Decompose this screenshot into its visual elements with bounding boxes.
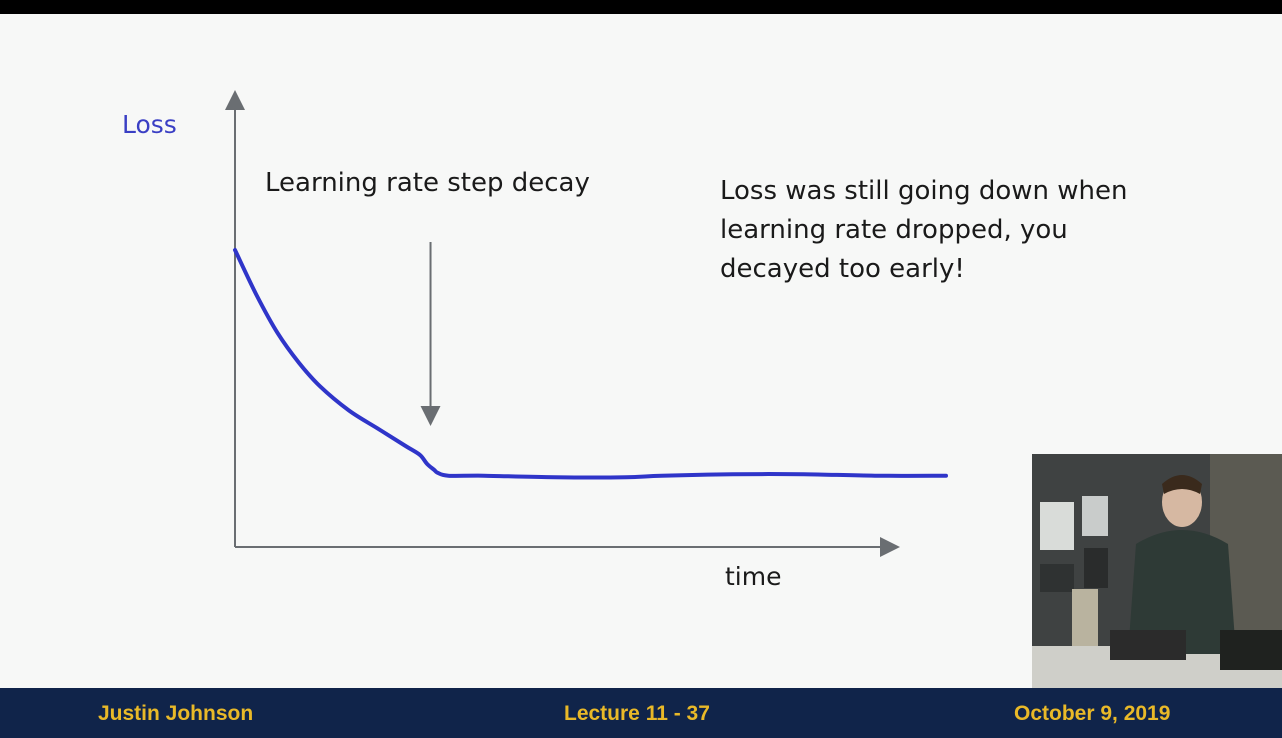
- footer-date: October 9, 2019: [1014, 702, 1171, 725]
- slide-footer: Justin Johnson Lecture 11 - 37 October 9…: [0, 688, 1282, 738]
- speaker-video-thumbnail: [1032, 454, 1282, 688]
- step-decay-label: Learning rate step decay: [265, 168, 590, 198]
- footer-author: Justin Johnson: [98, 702, 254, 725]
- footer-lecture: Lecture 11 - 37: [564, 702, 710, 725]
- loss-curve-line: [233, 248, 948, 480]
- speaker-video-image: [1032, 454, 1282, 688]
- y-axis-label: Loss: [122, 110, 177, 139]
- slide-note: Loss was still going down when learning …: [720, 176, 1128, 284]
- x-axis-label: time: [725, 562, 782, 591]
- top-letterbox: [0, 0, 1282, 14]
